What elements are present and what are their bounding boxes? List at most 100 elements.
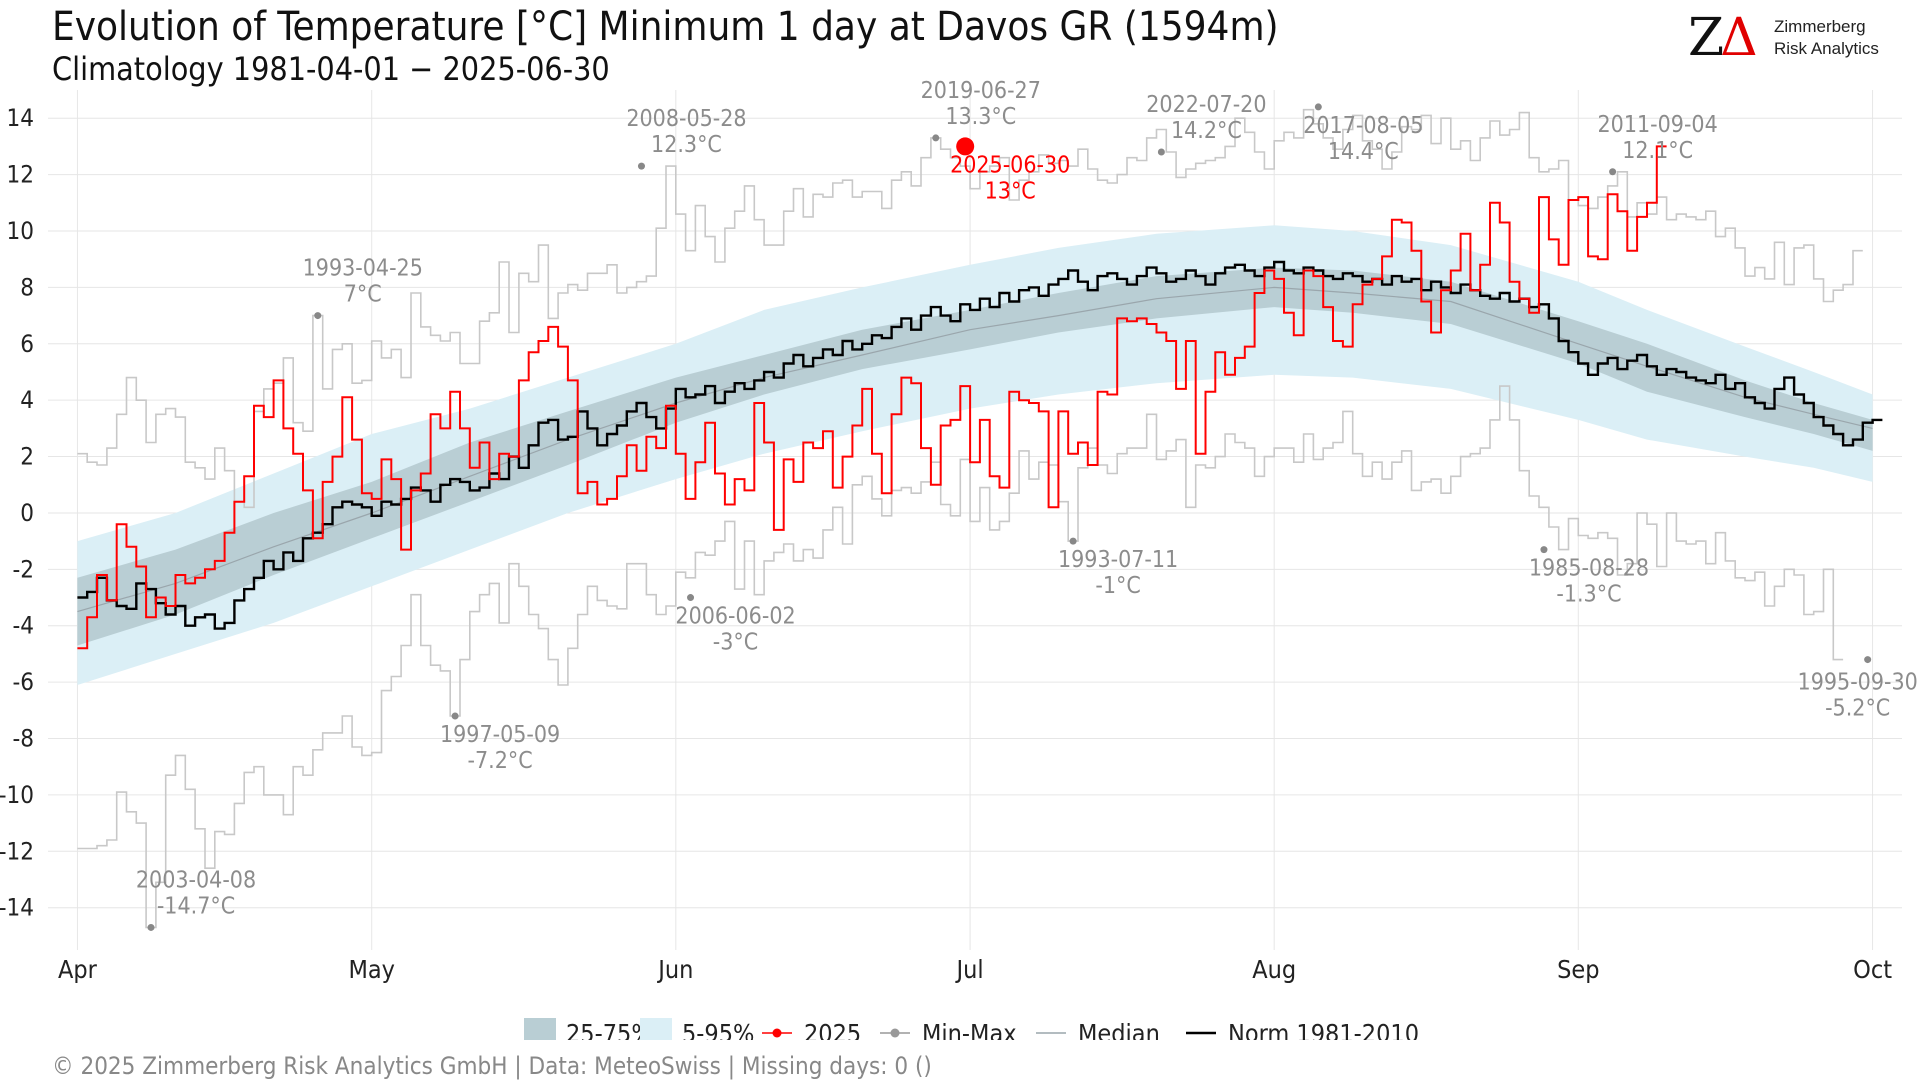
record-annotations: 2003-04-08-14.7°C 1993-04-257°C 1997-05-09… xyxy=(136,78,1918,931)
legend-item-minmax: Min-Max xyxy=(880,1019,1017,1040)
logo-mark: ZΔ xyxy=(1688,8,1758,68)
x-tick-label: Oct xyxy=(1853,955,1892,984)
legend-dot xyxy=(772,1028,782,1038)
record-date-label: 2025-06-30 xyxy=(950,152,1070,178)
legend-item-norm: Norm 1981-2010 xyxy=(1186,1019,1419,1040)
y-tick-label: 2 xyxy=(20,443,34,471)
record-marker xyxy=(1314,103,1322,111)
current-value-marker xyxy=(956,137,975,156)
chart-grid xyxy=(48,90,1902,950)
record-value-label: 13.3°C xyxy=(945,104,1016,130)
legend-label: Median xyxy=(1078,1019,1160,1040)
x-tick-label: Jun xyxy=(656,955,693,984)
record-marker xyxy=(637,162,645,170)
band-5-95 xyxy=(77,225,1873,686)
min-series-line xyxy=(77,385,1844,929)
max-series-line xyxy=(77,108,1863,509)
record-marker xyxy=(1609,168,1617,176)
temperature-chart: 14 12 10 8 6 4 2 0 -2 -4 -6 -8 -10 -12 -14 Apr May Jun Ju… xyxy=(0,78,1918,1040)
record-marker xyxy=(932,134,940,142)
y-tick-label: 8 xyxy=(20,273,34,301)
page-title: Evolution of Temperature [°C] Minimum 1 … xyxy=(52,4,1279,50)
y-axis: 14 12 10 8 6 4 2 0 -2 -4 -6 -8 -10 -12 -14 xyxy=(0,104,34,922)
legend-label: 25-75% xyxy=(566,1019,653,1040)
x-axis: Apr May Jun Jul Aug Sep Oct xyxy=(58,955,1892,984)
x-tick-label: Apr xyxy=(58,955,98,984)
record-value-label: 12.1°C xyxy=(1622,138,1693,164)
y-tick-label: -12 xyxy=(0,837,34,865)
percentile-bands xyxy=(77,225,1873,686)
y-tick-label: 14 xyxy=(7,104,34,132)
page-subtitle: Climatology 1981-04-01 − 2025-06-30 xyxy=(52,50,610,88)
record-value-label: 13°C xyxy=(985,178,1036,204)
record-date-label: 1993-07-11 xyxy=(1058,547,1178,573)
record-date-label: 1985-08-28 xyxy=(1529,556,1649,582)
y-tick-label: 0 xyxy=(20,499,34,527)
legend-item-p2575: 25-75% xyxy=(524,1018,653,1040)
legend-item-p595: 5-95% xyxy=(640,1018,754,1040)
footer-copyright: © 2025 Zimmerberg Risk Analytics GmbH | … xyxy=(52,1052,932,1080)
record-marker xyxy=(687,594,695,602)
x-tick-label: Sep xyxy=(1557,955,1599,984)
logo-text: Zimmerberg Risk Analytics xyxy=(1774,16,1879,60)
record-date-label: 1995-09-30 xyxy=(1798,670,1918,696)
y-tick-label: -8 xyxy=(12,725,34,753)
record-marker xyxy=(1157,148,1165,156)
record-date-label: 2022-07-20 xyxy=(1146,92,1266,118)
x-tick-label: Jul xyxy=(955,955,984,984)
y-tick-label: -6 xyxy=(12,668,34,696)
series-2025-line xyxy=(77,145,1667,650)
record-value-label: -5.2°C xyxy=(1825,696,1890,722)
legend-label: Norm 1981-2010 xyxy=(1228,1019,1419,1040)
median-line xyxy=(77,286,1873,613)
record-marker xyxy=(147,923,155,931)
legend-label: 2025 xyxy=(804,1019,861,1040)
legend-item-y2025: 2025 xyxy=(762,1019,861,1040)
y-tick-label: 4 xyxy=(20,386,34,414)
record-date-label: 1993-04-25 xyxy=(303,256,423,282)
y-tick-label: -4 xyxy=(12,612,34,640)
legend-label: Min-Max xyxy=(922,1019,1017,1040)
chart-legend: 25-75% 5-95% 2025 Min-Max Median Norm 1981-20… xyxy=(524,1018,1419,1040)
record-date-label: 2008-05-28 xyxy=(626,106,746,132)
record-date-label: 2006-06-02 xyxy=(675,604,795,630)
company-logo: ZΔ Zimmerberg Risk Analytics xyxy=(1688,10,1898,66)
legend-swatch xyxy=(524,1018,556,1040)
y-tick-label: -2 xyxy=(12,555,34,583)
record-date-label: 2011-09-04 xyxy=(1598,112,1718,138)
x-tick-label: Aug xyxy=(1252,955,1296,984)
record-date-label: 2019-06-27 xyxy=(921,78,1041,104)
logo-line-1: Zimmerberg xyxy=(1774,17,1866,36)
record-value-label: -14.7°C xyxy=(157,893,235,919)
record-marker xyxy=(1540,546,1548,554)
y-tick-label: -14 xyxy=(0,894,34,922)
record-date-label: 2003-04-08 xyxy=(136,867,256,893)
y-tick-label: 6 xyxy=(20,330,34,358)
record-date-label: 2017-08-05 xyxy=(1303,113,1423,139)
record-value-label: -3°C xyxy=(713,630,758,656)
legend-dot xyxy=(890,1028,900,1038)
record-value-label: 12.3°C xyxy=(651,132,722,158)
record-marker xyxy=(314,312,322,320)
y-tick-label: -10 xyxy=(0,781,34,809)
record-value-label: 14.4°C xyxy=(1328,139,1399,165)
record-value-label: 7°C xyxy=(344,282,382,308)
series-lines xyxy=(77,108,1883,929)
x-tick-label: May xyxy=(348,955,395,984)
legend-label: 5-95% xyxy=(682,1019,754,1040)
record-marker xyxy=(451,712,459,720)
y-tick-label: 12 xyxy=(7,161,34,189)
band-25-75 xyxy=(77,267,1873,646)
legend-item-median: Median xyxy=(1036,1019,1160,1040)
record-value-label: -1.3°C xyxy=(1556,582,1621,608)
record-marker xyxy=(1069,537,1077,545)
record-date-label: 1997-05-09 xyxy=(440,722,560,748)
y-tick-label: 10 xyxy=(7,217,34,245)
legend-swatch xyxy=(640,1018,672,1040)
record-value-label: -1°C xyxy=(1095,573,1140,599)
norm-series-line xyxy=(77,260,1883,630)
record-value-label: -7.2°C xyxy=(468,748,533,774)
record-value-label: 14.2°C xyxy=(1171,118,1242,144)
record-marker xyxy=(1864,656,1872,664)
logo-line-2: Risk Analytics xyxy=(1774,39,1879,58)
